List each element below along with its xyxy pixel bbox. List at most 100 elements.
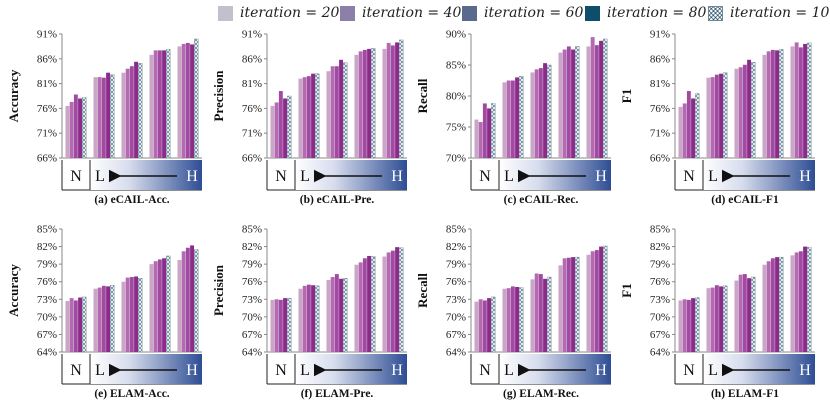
bar [487,298,491,352]
bar [766,51,771,158]
bar [82,97,87,159]
bar [803,246,807,352]
group-label-n: N [70,362,82,379]
bar [194,249,199,353]
y-tick-label: 90% [446,29,466,41]
y-tick-label: 76% [650,276,670,288]
bar [719,286,723,352]
bar [354,54,359,158]
bar [515,77,519,158]
y-tick-label: 73% [242,294,262,306]
bar [69,298,74,352]
bar [482,103,487,158]
bar [166,49,171,159]
bar [339,59,343,158]
bar [306,76,311,158]
y-axis-label: Precision [211,264,226,316]
bar [177,46,182,158]
y-tick-label: 70% [446,153,466,165]
y-tick-label: 91% [650,29,670,41]
bar [302,77,307,158]
panel-caption: (b) eCAIL-Pre. [300,194,375,206]
panel-caption: (c) eCAIL-Rec. [504,194,579,206]
bar [491,296,496,353]
bar [530,279,535,352]
bar [162,258,166,352]
bar [491,103,496,159]
bar [343,278,348,353]
bar [311,285,315,352]
bar [138,278,143,353]
bar [775,257,779,352]
bar [558,265,563,352]
y-tick-label: 76% [446,276,466,288]
bar [738,274,743,352]
bar [110,285,115,353]
group-label-n: N [70,168,82,185]
y-axis-label: Accuracy [6,69,21,122]
bar [575,46,580,159]
bar [382,256,387,352]
bar [751,62,756,159]
y-tick-label: 67% [242,329,262,341]
bar [129,277,134,352]
chart-panel: 64% 67% 70% 73% 76% 79% 82% 85% Recall N L H (g) ELA… [415,224,611,400]
bar [298,78,303,158]
group-label-n: N [479,362,491,379]
chart-panel: 64% 67% 70% 73% 76% 79% 82% 85% F1 N L H (h) ELAM-F1 [619,224,815,400]
bar [106,286,110,352]
bar [190,245,194,352]
group-label-l: L [95,362,105,379]
bar [390,45,395,158]
y-tick-label: 67% [37,329,57,341]
y-tick-label: 81% [37,78,57,90]
bar [287,95,292,159]
y-tick-label: 81% [242,78,262,90]
y-tick-label: 86% [242,53,262,65]
bar [502,288,507,352]
bar [534,69,539,158]
bar [283,298,287,352]
bar [478,299,483,352]
bar [153,50,158,159]
bar [399,247,404,353]
y-tick-label: 86% [37,53,57,65]
bar [478,122,483,158]
bar [723,285,728,353]
bar [482,300,487,352]
bar [153,261,158,352]
bar [510,80,515,158]
bar [270,299,275,352]
bar [298,288,303,352]
bar [543,278,547,352]
y-tick-label: 70% [446,311,466,323]
y-tick-label: 70% [242,311,262,323]
y-tick-label: 76% [37,276,57,288]
bar [547,276,552,353]
bar [395,247,399,352]
legend-swatch [708,5,723,21]
group-label-l: L [300,168,310,185]
bar [315,73,320,159]
bar [358,262,363,352]
bar [538,274,543,352]
bar [803,43,807,158]
y-tick-label: 79% [650,259,670,271]
bar [149,264,154,352]
legend-item-iteration-80: iteration = 80 [585,4,706,22]
bar [678,300,683,352]
bar [358,51,363,158]
bar [330,277,335,352]
bar [770,49,775,158]
chart-panel: 66% 71% 76% 81% 86% 91% Precision N L H (b) eCAIL-… [211,29,407,206]
bar [65,301,70,352]
panel-caption: (d) eCAIL-F1 [711,194,779,206]
group-label-l: L [708,168,718,185]
bar [714,285,719,352]
legend-label: iteration = 40 [362,5,462,21]
bar [185,247,190,352]
y-tick-label: 85% [446,224,466,236]
bar [97,287,102,352]
legend-item-iteration-100: iteration = 100 [708,4,830,22]
y-axis-label: Accuracy [6,264,21,317]
